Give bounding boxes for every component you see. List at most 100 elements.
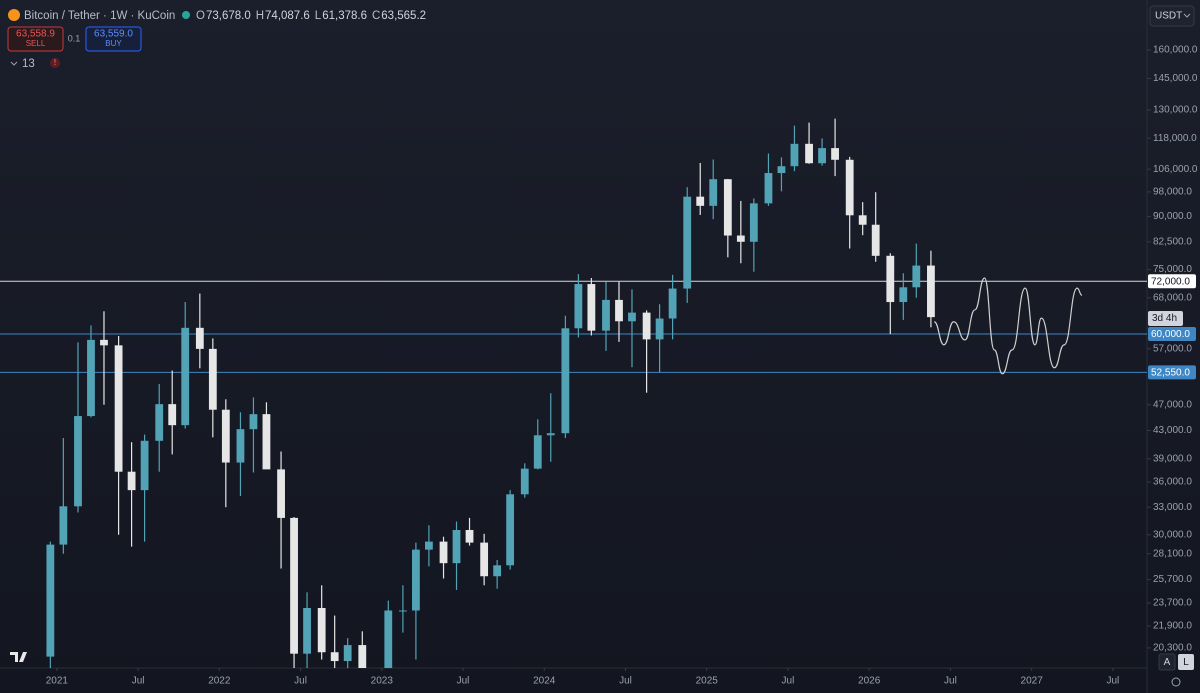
candle-body [399,610,407,612]
candle-body [195,327,204,349]
spread: 0.1 [68,33,81,43]
y-tick-label: 130,000.0 [1153,105,1198,116]
level-tag [1148,365,1196,380]
x-tick-label: 2026 [858,676,881,687]
candle-body [506,494,515,566]
logo [10,652,27,662]
buy-price: 63,559.0 [94,29,133,40]
candle-body [696,196,705,206]
candle-body [412,549,420,611]
candle-body [790,143,799,167]
x-tick-label: 2025 [696,676,719,687]
candle-body [59,506,68,545]
ohlc-key: C [372,10,380,22]
y-tick-label: 145,000.0 [1153,73,1198,84]
buy-label: BUY [105,39,122,48]
candle-body [642,312,651,340]
x-tick-label: 2022 [208,676,231,687]
level-tag [1148,327,1196,342]
x-tick-label: 2027 [1021,676,1044,687]
y-tick-label: 30,000.0 [1153,529,1192,540]
candle-body [668,288,677,319]
countdown: 3d 4h [1152,313,1177,324]
candle-body [181,327,190,426]
y-tick-label: 20,300.0 [1153,643,1192,654]
candle-body [736,235,745,242]
y-tick-label: 82,500.0 [1153,236,1192,247]
y-tick-label: 36,000.0 [1153,477,1192,488]
coin-icon [8,9,20,21]
y-tick-label: 23,700.0 [1153,598,1192,609]
candle-body [587,284,596,331]
x-tick-label: Jul [619,676,632,687]
candle-body [520,468,529,495]
candle-body [927,265,935,318]
candle-body [831,148,839,160]
ohlc-value: 61,378.6 [322,10,367,22]
countdown-box [1148,311,1183,326]
y-tick-label: 57,000.0 [1153,344,1192,355]
auto-scale-label: A [1164,657,1171,668]
y-tick-label: 28,100.0 [1153,548,1192,559]
candle-body [805,143,813,164]
error-icon[interactable] [50,58,60,68]
candle-body [358,645,367,668]
ohlc-value: 74,087.6 [265,10,310,22]
plot-area [0,118,1147,668]
indicators-toggle[interactable] [10,61,18,66]
candle-body [493,565,502,577]
currency: USDT [1155,11,1182,22]
candle-body [655,318,664,340]
candle-body [628,312,636,322]
x-tick-label: 2024 [533,676,556,687]
sell-button[interactable] [7,26,64,52]
ohlc-key: L [315,10,322,22]
level-label: 60,000.0 [1151,329,1190,340]
candle-body [303,607,311,654]
candle-body [87,339,95,417]
candle-body [709,179,718,206]
candle-body [912,265,921,288]
candle-body [127,471,136,491]
x-tick-label: 2023 [371,676,394,687]
x-tick-label: Jul [1106,676,1119,687]
candle-body [249,414,258,430]
buy-button[interactable] [85,26,142,52]
candle-body [480,542,489,577]
x-tick-label: Jul [944,676,957,687]
ohlc-value: 73,678.0 [206,10,251,22]
candle-body [858,215,867,225]
candle-body [290,517,298,654]
x-tick-label: Jul [294,676,307,687]
currency-button[interactable] [1149,5,1195,27]
y-tick-label: 90,000.0 [1153,211,1192,222]
price-axis: 160,000.0 145,000.0 130,000.0 118,000.0 106,… [1147,45,1198,654]
log-scale-button[interactable] [1178,654,1194,670]
candle-body [46,544,55,657]
candle-body [574,284,583,329]
candle-body [425,541,433,550]
candle-body [749,203,758,242]
sell-label: SELL [26,39,46,48]
log-scale-label: L [1183,657,1189,668]
symbol-title: Bitcoin / Tether · 1W · KuCoin [24,10,175,22]
y-tick-label: 47,000.0 [1153,399,1192,410]
candle-body [384,610,393,668]
level-label: 72,000.0 [1151,276,1190,287]
level-label: 52,550.0 [1151,368,1190,379]
candle-body [871,224,880,256]
candle-body [439,541,448,564]
candle-body [114,345,123,472]
candle-body [777,166,786,174]
auto-scale-button[interactable] [1158,653,1176,671]
ohlc-value: 63,565.2 [381,10,426,22]
y-tick-label: 21,900.0 [1153,621,1192,632]
x-tick-label: Jul [782,676,795,687]
settings-icon[interactable] [1171,677,1181,687]
candle-body [100,339,108,346]
candle-body [533,435,542,469]
y-tick-label: 25,700.0 [1153,574,1192,585]
